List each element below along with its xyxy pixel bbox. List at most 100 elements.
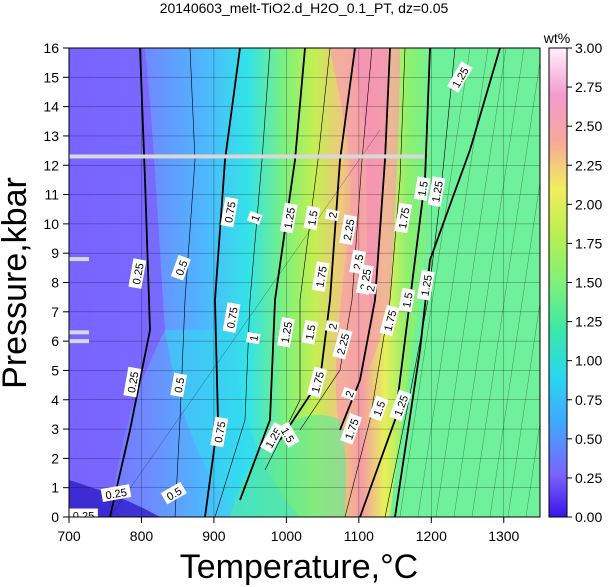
x-axis-label: Temperature,°C [180, 548, 418, 586]
contour-label: 0.25 [69, 508, 98, 523]
isotherm-line [525, 422, 540, 517]
contour-label: 2 [324, 208, 340, 222]
contour-label: 0.25 [100, 484, 132, 503]
contour-label-text: 1.75 [310, 371, 327, 395]
contour-label: 0.5 [170, 254, 191, 281]
contour-label-text: 1.25 [430, 180, 446, 203]
contour-label: 2 [362, 282, 378, 295]
y-tick-label: 2 [51, 450, 59, 466]
contour-label-bg [389, 389, 412, 422]
contour-line [394, 48, 501, 517]
contour-label-text: 0.25 [73, 511, 94, 523]
grey-bands [69, 154, 425, 344]
contour-label: 2.25 [332, 328, 352, 360]
contour-label: 0.25 [128, 258, 147, 289]
contour-label-bg [398, 287, 416, 313]
colorbar-tick-label: 2.75 [575, 79, 602, 95]
contour-label-text: 1.75 [382, 309, 399, 333]
y-tick-label: 6 [51, 333, 59, 349]
x-axis-ticks: 700 800 900 1000 1100 1200 1300 [57, 517, 520, 544]
contour-label-bg [276, 316, 295, 348]
contour-label: 1.5 [398, 287, 416, 313]
y-tick-label: 4 [51, 392, 59, 408]
contour-label-bg [170, 254, 191, 281]
contour-label-bg [427, 176, 446, 207]
x-tick-label: 900 [202, 528, 226, 544]
contour-label-bg [220, 196, 239, 228]
grey-band [69, 339, 89, 344]
contour-label-bg [339, 214, 358, 245]
contour-label-bg [128, 258, 147, 289]
contour-line [214, 48, 271, 517]
contour-label: 1.75 [311, 261, 330, 292]
contour-line [239, 48, 306, 501]
contour-label-text: 0.25 [105, 487, 128, 503]
contour-label: 2.25 [339, 214, 358, 245]
contour-label-bg [246, 210, 263, 225]
contour-label-bg [222, 302, 241, 333]
y-tick-label: 9 [51, 245, 59, 261]
y-tick-label: 14 [43, 99, 59, 115]
y-axis-label: Pressure,kbar [0, 177, 34, 389]
contour-label-bg [307, 366, 328, 398]
contour-label-text: 0.75 [225, 306, 241, 329]
y-tick-label: 16 [43, 40, 59, 56]
x-tick-label: 1100 [344, 528, 374, 544]
contour-label: 1.5 [303, 205, 321, 231]
colorbar-tick-label: 3.00 [575, 40, 602, 56]
y-tick-label: 0 [51, 509, 59, 525]
contour-label-text: 1.75 [397, 207, 413, 230]
contour-label: 0.75 [222, 302, 241, 333]
contour-label: 1.5 [301, 319, 319, 345]
contour-label-text: 0.25 [131, 262, 147, 285]
contour-label-bg [311, 261, 330, 292]
contour-label-text: 1.5 [304, 324, 318, 341]
contour-label-bg [340, 413, 363, 445]
contour-label-text: 2.25 [342, 218, 358, 241]
contour-line [174, 48, 196, 517]
contour-label-bg [210, 416, 229, 448]
green-bottom-basin [230, 414, 347, 517]
contour-label-bg [362, 282, 378, 295]
x-tick-label: 1300 [488, 528, 519, 544]
colorbar-tick-label: 0.75 [575, 392, 602, 408]
colorbar-fill [548, 47, 568, 518]
contour-label-text: 2 [365, 284, 378, 292]
contour-label-bg [324, 208, 340, 222]
y-tick-label: 12 [43, 157, 59, 173]
contour-label-text: 1.25 [419, 274, 435, 297]
contour-label: 1 [246, 210, 263, 225]
colorbar-tick-label: 2.25 [575, 157, 602, 173]
contour-label-bg [301, 319, 319, 345]
contour-label: 1.25 [276, 316, 296, 348]
contour-label: 1 [245, 331, 261, 345]
contour-label: 1.25 [427, 176, 446, 207]
colorbar-tick-label: 1.75 [575, 235, 602, 251]
y-tick-label: 7 [51, 304, 59, 320]
y-tick-label: 15 [43, 69, 59, 85]
contour-label-text: 0.5 [174, 259, 191, 277]
grey-band [69, 330, 89, 335]
contour-label-text: 0.75 [213, 421, 229, 444]
contour-label-bg [413, 176, 431, 201]
contour-label-bg [303, 205, 321, 231]
contour-label-bg [447, 61, 473, 93]
contour-label-text: 1 [248, 334, 261, 342]
contour-label-bg [416, 270, 435, 301]
contour-label-text: 2.25 [335, 332, 352, 356]
colorbar-tick-label: 1.00 [575, 353, 602, 369]
colorbar-tick-label: 1.25 [575, 314, 602, 330]
contour-label: 1.25 [279, 202, 298, 234]
contour-label-text: 2 [327, 211, 340, 219]
contour-label: 0.75 [210, 416, 229, 448]
colorbar-tick-label: 2.50 [575, 118, 602, 134]
contour-label-bg [69, 508, 98, 517]
contour-label-text: 1.25 [280, 321, 296, 344]
y-tick-label: 1 [51, 480, 59, 496]
colorbar-tick-label: 0.50 [575, 431, 602, 447]
chart-title: 20140603_melt-TiO2.d_H2O_0.1_PT, dz=0.05 [160, 0, 449, 16]
grey-band [69, 154, 425, 159]
contour-label-text: 1 [249, 213, 262, 223]
colorbar-tick-label: 2.00 [575, 196, 602, 212]
